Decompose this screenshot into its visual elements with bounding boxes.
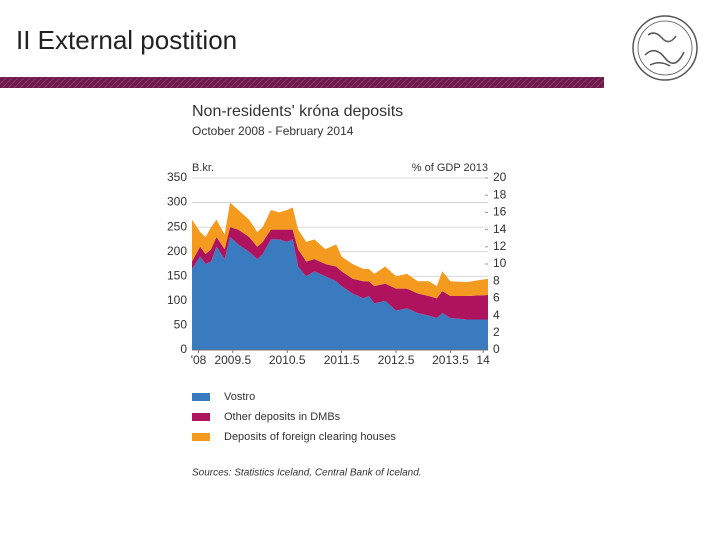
source: Sources: Statistics Iceland, Central Ban… [192, 468, 422, 479]
slide-title: II External postition [16, 25, 237, 55]
chart-title: Non-residents' króna deposits [192, 103, 403, 120]
legend-swatch [192, 413, 210, 421]
logo [632, 15, 698, 81]
y2-axis-label: % of GDP 2013 [412, 162, 488, 174]
area [192, 236, 488, 350]
legend-swatch [192, 393, 210, 401]
x-tick-label: 2011.5 [324, 353, 360, 367]
y2-tick-label: 12 [493, 239, 507, 253]
title-bar [0, 77, 604, 88]
area [192, 227, 488, 320]
y-tick-label: 100 [167, 293, 187, 307]
legend-label: Other deposits in DMBs [224, 411, 341, 423]
y-tick-label: 200 [167, 244, 187, 258]
y2-tick-label: 14 [493, 222, 507, 236]
y2-tick-label: 10 [493, 256, 507, 270]
y-tick-label: 300 [167, 195, 187, 209]
x-tick-label: 2009.5 [214, 353, 251, 367]
y2-tick-label: 16 [493, 205, 507, 219]
area [192, 202, 488, 299]
legend-label: Deposits of foreign clearing houses [224, 431, 396, 443]
chart-subtitle: October 2008 - February 2014 [192, 124, 354, 138]
y-tick-label: 0 [180, 342, 187, 356]
x-tick-label: '08 [191, 353, 207, 367]
y2-tick-label: 18 [493, 187, 507, 201]
legend-label: Vostro [224, 391, 255, 403]
y2-tick-label: 0 [493, 342, 500, 356]
y-tick-label: 350 [167, 170, 187, 184]
y-axis-label: B.kr. [192, 162, 214, 174]
y-tick-label: 150 [167, 268, 187, 282]
y-tick-label: 50 [174, 318, 188, 332]
y2-tick-label: 2 [493, 325, 500, 339]
x-tick-label: 14 [476, 353, 490, 367]
y2-tick-label: 20 [493, 170, 507, 184]
x-tick-label: 2010.5 [269, 353, 306, 367]
legend-swatch [192, 433, 210, 441]
y2-tick-label: 6 [493, 291, 500, 305]
y-tick-label: 250 [167, 219, 187, 233]
y2-tick-label: 8 [493, 273, 500, 287]
x-tick-label: 2012.5 [378, 353, 415, 367]
x-tick-label: 2013.5 [432, 353, 469, 367]
y2-tick-label: 4 [493, 308, 500, 322]
